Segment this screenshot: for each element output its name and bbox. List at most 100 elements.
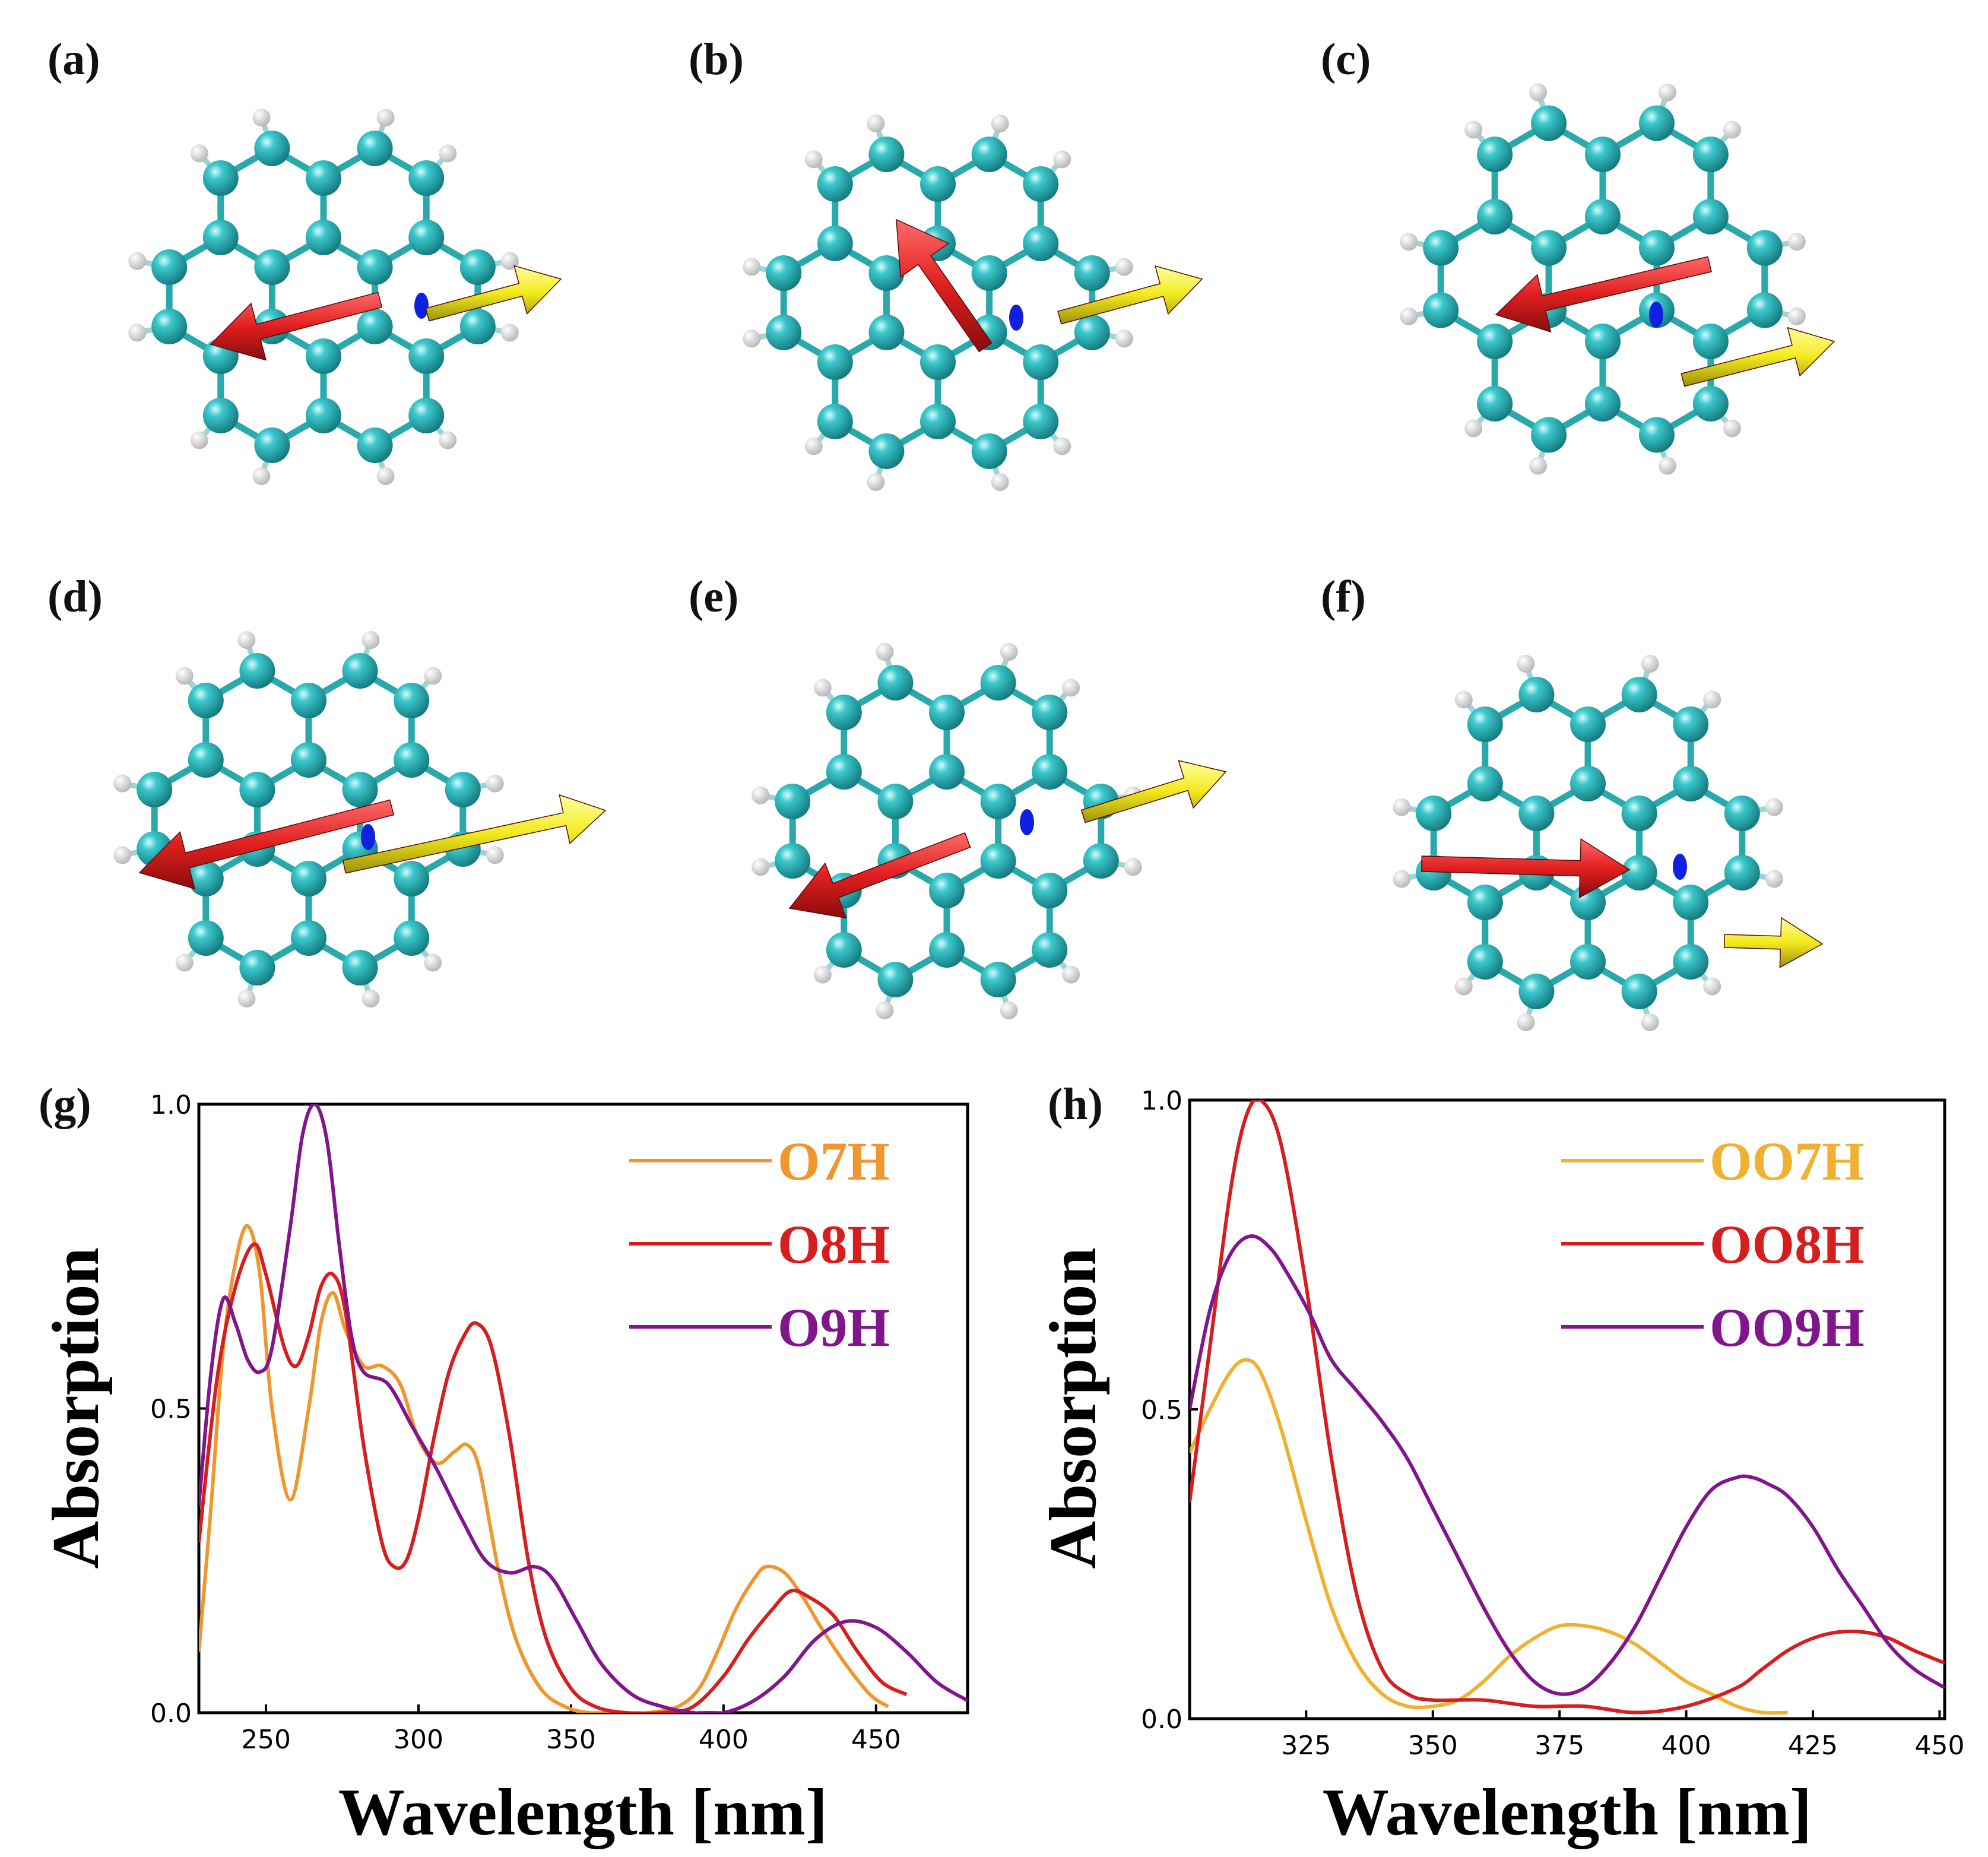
carbon-atom xyxy=(1621,796,1657,831)
blue-dipole-icon xyxy=(414,293,429,319)
carbon-atom xyxy=(775,784,811,819)
hydrogen-atom xyxy=(237,989,256,1007)
hydrogen-atom xyxy=(1517,1013,1535,1031)
hydrogen-atom xyxy=(1062,679,1080,697)
red-dipole-arrow-icon xyxy=(1421,838,1631,899)
carbon-atom xyxy=(817,166,853,202)
molecule-panel-d: (d) xyxy=(47,572,607,1007)
legend-label-OO7H: OO7H xyxy=(1710,1131,1865,1191)
carbon-atom xyxy=(306,160,341,196)
hydrogen-atom xyxy=(813,679,832,697)
hydrogen-atom xyxy=(439,431,457,449)
hydrogen-atom xyxy=(1454,977,1473,996)
y-tick-label: 0.0 xyxy=(150,1698,192,1729)
carbon-atom xyxy=(929,754,965,790)
hydrogen-atom xyxy=(1053,150,1071,169)
carbon-atom xyxy=(980,784,1016,819)
x-tick-label: 325 xyxy=(1281,1731,1331,1761)
molecule-panel-c: (c) xyxy=(1321,34,1835,475)
carbon-atom xyxy=(1083,843,1119,879)
carbon-atom xyxy=(766,255,802,291)
x-tick-label: 450 xyxy=(1914,1731,1964,1761)
series-line-OO7H xyxy=(1190,1358,1788,1715)
carbon-atom xyxy=(188,742,224,778)
red-dipole-arrow-icon xyxy=(896,218,993,353)
carbon-atom xyxy=(1531,230,1567,266)
carbon-atom xyxy=(817,404,853,439)
carbon-atom xyxy=(1023,166,1059,202)
blue-dipole-icon xyxy=(1673,854,1687,880)
x-tick-label: 250 xyxy=(241,1725,291,1755)
carbon-atom xyxy=(1467,944,1503,980)
carbon-atom xyxy=(826,932,862,968)
hydrogen-atom xyxy=(1658,83,1676,102)
tick-group-g: 250 300 350 400 450 0.0 0.5 1.0 xyxy=(150,1090,901,1755)
carbon-atom xyxy=(1477,199,1513,234)
carbon-atom xyxy=(929,873,965,908)
carbon-atom xyxy=(1638,230,1675,266)
hydrogen-atom xyxy=(1062,965,1080,984)
carbon-atom xyxy=(877,665,914,701)
carbon-atom xyxy=(1673,766,1709,801)
carbon-atom xyxy=(1423,230,1459,266)
carbon-atom xyxy=(137,772,173,807)
series-line-O8H xyxy=(199,1242,908,1713)
carbon-atom xyxy=(1585,324,1621,359)
carbon-atom xyxy=(1477,137,1513,172)
carbon-atom xyxy=(1692,324,1729,359)
carbon-atom xyxy=(1585,386,1621,422)
carbon-atom xyxy=(202,160,239,196)
carbon-atom xyxy=(1032,873,1068,908)
hydrogen-atom xyxy=(376,467,395,485)
carbon-atom xyxy=(775,843,811,879)
carbon-atom xyxy=(1023,226,1059,261)
hydrogen-atom xyxy=(376,109,395,127)
hydrogen-atom xyxy=(1641,655,1659,673)
legend-label-OO8H: OO8H xyxy=(1710,1214,1865,1275)
carbon-atom xyxy=(188,683,224,718)
carbon-atom xyxy=(971,255,1007,291)
tick-group-h: 325 350 375 400 425 450 0.0 0.5 1.0 xyxy=(1141,1086,1964,1761)
carbon-atom xyxy=(1638,417,1675,453)
carbon-atom xyxy=(306,398,341,433)
carbon-atom xyxy=(1477,324,1513,359)
hydrogen-atom xyxy=(128,252,147,270)
molecule-panel-b: (b) xyxy=(689,34,1203,491)
carbon-atom xyxy=(766,315,802,350)
carbon-atom xyxy=(1416,796,1452,831)
hydrogen-atom xyxy=(362,631,380,649)
y-tick-label: 1.0 xyxy=(150,1090,192,1120)
x-tick-label: 350 xyxy=(1408,1731,1458,1761)
series-line-O7H xyxy=(199,1224,890,1713)
carbon-atom xyxy=(1570,766,1606,801)
hydrogen-atom xyxy=(1454,690,1473,709)
y-axis-label-g: Absorption xyxy=(39,1247,113,1568)
carbon-atom xyxy=(291,742,326,778)
legend-label-O9H: O9H xyxy=(778,1297,890,1358)
carbon-atom xyxy=(239,653,275,689)
carbon-atom xyxy=(1746,230,1783,266)
hydrogen-atom xyxy=(1658,457,1676,475)
blue-dipole-icon xyxy=(1009,305,1023,331)
hydrogen-atom xyxy=(1124,858,1142,876)
hydrogen-atom xyxy=(1053,437,1071,455)
carbon-atom xyxy=(817,344,853,380)
carbon-atom xyxy=(1531,105,1567,141)
hydrogen-atom xyxy=(1723,121,1741,139)
molecule-panel-e: (e) xyxy=(689,572,1227,1019)
carbon-atom xyxy=(342,772,378,807)
carbon-atom xyxy=(1746,292,1783,328)
carbon-atom xyxy=(826,695,862,730)
hydrogen-atom xyxy=(1703,977,1721,996)
hydrogen-atom xyxy=(424,667,442,685)
panel-label-d: (d) xyxy=(47,572,103,622)
carbon-atom xyxy=(980,962,1016,997)
hydrogen-atom xyxy=(1641,1013,1659,1031)
panel-label-e: (e) xyxy=(689,572,738,622)
carbon-atom xyxy=(1673,885,1709,920)
series-line-O9H xyxy=(199,1104,968,1713)
hydrogen-atom xyxy=(991,473,1009,491)
molecule-panels: (a) (b) (c) (d) (e) (f) xyxy=(47,34,1835,1031)
panel-label-g: (g) xyxy=(39,1079,91,1129)
